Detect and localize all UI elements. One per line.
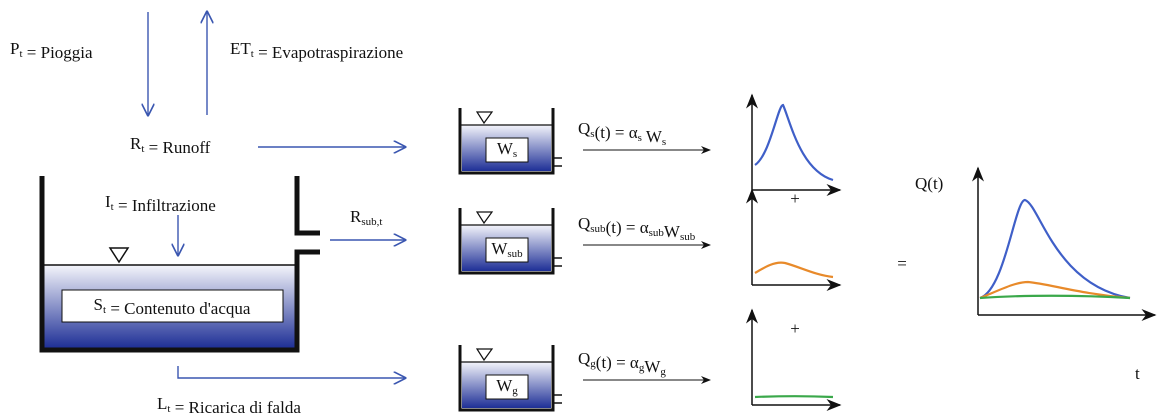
storage-label: St = Contenuto d'acqua xyxy=(94,295,251,318)
infiltration-label: It = Infiltrazione xyxy=(105,192,216,215)
subscript: t xyxy=(111,201,114,213)
hydrograph xyxy=(754,261,834,279)
label-part: = Ricarica di falda xyxy=(170,398,301,417)
subscript: sub xyxy=(649,227,665,239)
subsurface-label: Rsub,t xyxy=(350,207,382,228)
equals: = xyxy=(897,254,907,273)
label-part: (t) = α xyxy=(606,218,649,237)
subscript: t xyxy=(251,48,254,60)
x-axis-label: t xyxy=(1135,364,1140,383)
label-part: P xyxy=(10,39,19,58)
y-axis-label: Q(t) xyxy=(915,174,943,193)
label-part: Q xyxy=(578,214,590,233)
subscript: s xyxy=(590,128,594,140)
subscript: t xyxy=(141,143,144,155)
hydrograph xyxy=(979,280,1131,300)
storage-box xyxy=(485,237,529,263)
subscript: sub xyxy=(590,223,606,235)
label-part: W xyxy=(496,376,513,395)
level-marker xyxy=(475,111,494,125)
hydrograph xyxy=(979,198,1131,300)
storage-box xyxy=(485,137,529,163)
tank-label: Wsub xyxy=(491,239,523,260)
subscript: s xyxy=(638,132,642,144)
label-part: S xyxy=(94,295,103,314)
tank xyxy=(458,108,555,175)
subscript: t xyxy=(19,48,22,60)
subscript: s xyxy=(513,148,517,160)
label-part: L xyxy=(157,394,167,413)
label-part: I xyxy=(105,192,111,211)
subscript: g xyxy=(590,358,596,370)
label-part: = Contenuto d'acqua xyxy=(106,299,251,318)
label-part: R xyxy=(350,207,362,226)
subscript: t xyxy=(167,403,170,415)
tank xyxy=(458,208,555,275)
subscript: sub xyxy=(680,231,696,243)
label-part: (t) = α xyxy=(596,353,639,372)
outflow-label: Qsub(t) = αsubWsub xyxy=(578,214,696,243)
label-part: Q xyxy=(578,349,590,368)
label-part: W xyxy=(497,139,514,158)
label-part: Q xyxy=(578,119,590,138)
recharge-arrow xyxy=(177,366,405,378)
storage-box xyxy=(61,289,284,323)
storage-box xyxy=(485,374,529,400)
tank-label: Wg xyxy=(496,376,518,397)
outflow-label: Qg(t) = αgWg xyxy=(578,349,666,378)
label-part: W xyxy=(642,127,663,146)
runoff-label: Rt = Runoff xyxy=(130,134,211,157)
label-part: = Runoff xyxy=(144,138,210,157)
plus: + xyxy=(790,189,800,208)
level-marker xyxy=(475,211,494,225)
label-part: R xyxy=(130,134,142,153)
subscript: g xyxy=(660,366,666,378)
plus: + xyxy=(790,319,800,338)
level-marker xyxy=(108,247,130,264)
hydrograph xyxy=(754,103,834,182)
label-part: = Evapotraspirazione xyxy=(254,43,403,62)
subscript: sub xyxy=(507,248,523,260)
label-part: = Pioggia xyxy=(23,43,93,62)
label-part: = Infiltrazione xyxy=(114,196,216,215)
soil-tank xyxy=(39,176,320,353)
subscript: s xyxy=(662,136,666,148)
et-label: ETt = Evapotraspirazione xyxy=(230,39,403,62)
hydrograph xyxy=(979,294,1131,300)
level-marker xyxy=(475,348,494,362)
outflow-label: Qs(t) = αs Ws xyxy=(578,119,666,148)
tank-label: Ws xyxy=(497,139,517,160)
subscript: g xyxy=(512,385,518,397)
subscript: sub,t xyxy=(361,216,382,228)
subscript: g xyxy=(639,362,645,374)
label-part: ET xyxy=(230,39,251,58)
rain-label: Pt = Pioggia xyxy=(10,39,93,62)
hydrograph xyxy=(754,395,834,399)
subscript: t xyxy=(103,304,106,316)
recharge-label: Lt = Ricarica di falda xyxy=(157,394,301,417)
tank xyxy=(458,345,555,412)
label-part: W xyxy=(491,239,508,258)
label-part: W xyxy=(644,357,661,376)
label-part: W xyxy=(664,222,681,241)
label-part: (t) = α xyxy=(595,123,638,142)
